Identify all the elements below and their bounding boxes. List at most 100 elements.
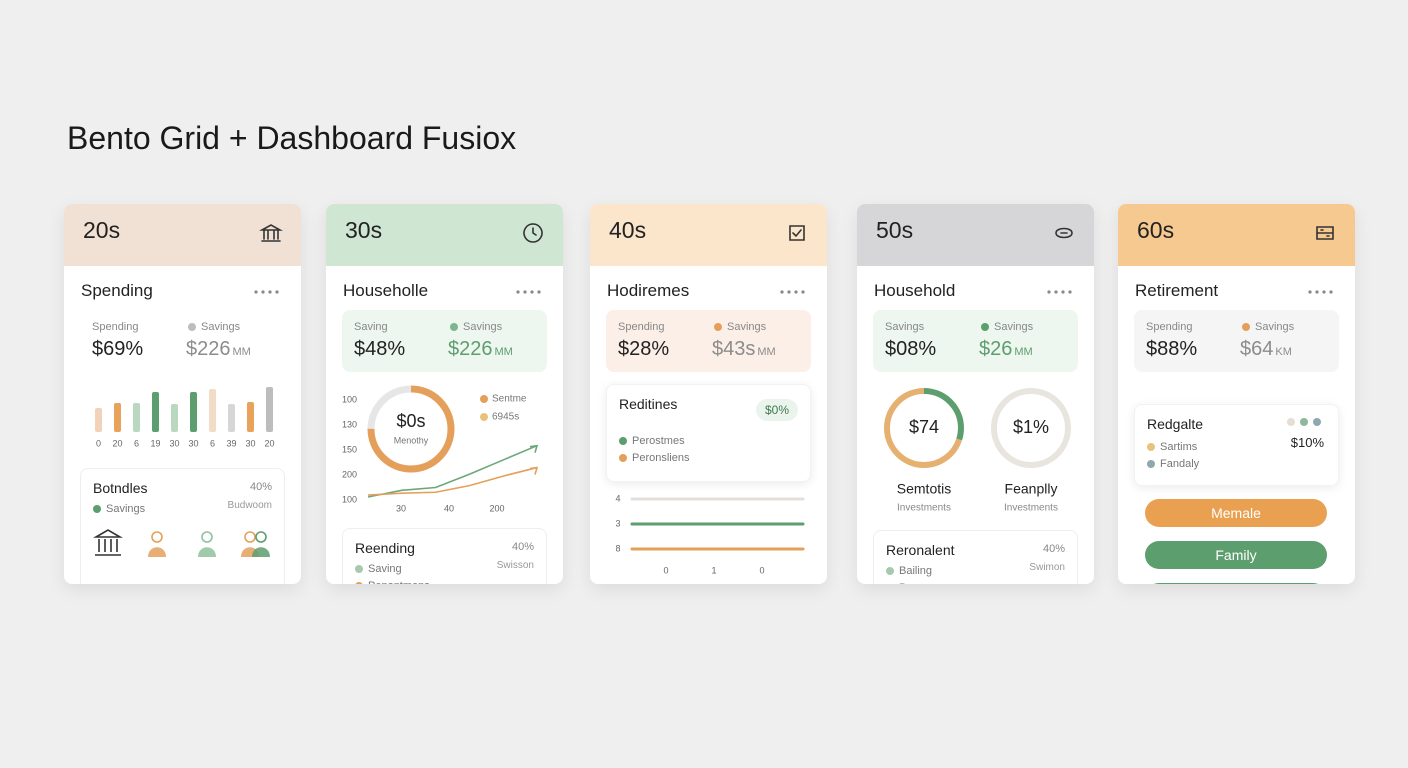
- panel: Reronalent 40% Swimon Bailing Pornormons: [873, 530, 1078, 584]
- legend-label: 6945s: [492, 412, 519, 423]
- panel-percent: 40%: [1042, 543, 1065, 555]
- stat-dot: [1242, 323, 1250, 331]
- axis-label: 150: [342, 444, 357, 454]
- more-menu[interactable]: [1046, 289, 1074, 295]
- panel-note: Budwoom: [227, 500, 272, 511]
- panel-note: Swisson: [496, 560, 534, 571]
- legend-item: Savings: [93, 503, 145, 515]
- age-label: 40s: [609, 217, 647, 243]
- panel-percent: 40%: [249, 481, 272, 493]
- panel-title: Reditines: [619, 396, 678, 412]
- donut-value: $74: [909, 417, 939, 437]
- panel-dot: [1287, 418, 1295, 426]
- age-label: 20s: [83, 217, 121, 243]
- x-label: 0: [759, 565, 764, 575]
- action-button[interactable]: Family: [1145, 541, 1327, 569]
- legend-item: Fandaly: [1147, 458, 1199, 470]
- panel-title: Redgalte: [1147, 416, 1204, 432]
- bar-label: 6: [210, 438, 215, 448]
- stat-value: $26: [979, 338, 1013, 360]
- stat-box: Savings $08% Savings $26 MM: [873, 310, 1078, 372]
- legend-dot: [93, 505, 101, 513]
- menu-dot: [523, 290, 527, 294]
- icon-shape: [259, 224, 283, 242]
- menu-dot: [268, 290, 272, 294]
- axis-label: 100: [342, 494, 357, 504]
- legend-item: Bailing: [886, 565, 932, 577]
- stat-value: $226: [448, 338, 493, 360]
- bar-label: 19: [150, 438, 160, 448]
- panel-percent: 40%: [511, 541, 534, 553]
- legend-dot: [480, 413, 488, 421]
- legend-dot: [355, 582, 363, 584]
- legend-label: Sentme: [492, 394, 527, 405]
- donut-label: Menothy: [394, 435, 429, 445]
- legend-dot: [480, 395, 488, 403]
- icon-shape: [1055, 227, 1073, 239]
- menu-dot: [1315, 290, 1319, 294]
- age-label: 30s: [345, 217, 383, 243]
- header-icon: [259, 224, 283, 242]
- menu-dot: [1068, 290, 1072, 294]
- bar-label: 30: [169, 438, 179, 448]
- legend-label: Saving: [368, 563, 402, 575]
- section-title: Retirement: [1135, 281, 1219, 300]
- section-title: Householle: [343, 281, 429, 300]
- stat-label: Spending: [92, 321, 139, 333]
- stat-value-wrap: $226 MM: [448, 338, 513, 361]
- more-menu[interactable]: [779, 289, 807, 295]
- legend-item: Sartims: [1147, 441, 1197, 453]
- icon-shape: [151, 531, 163, 543]
- more-menu[interactable]: [1307, 289, 1335, 295]
- page-title: Bento Grid + Dashboard Fusiox: [67, 120, 517, 156]
- legend-label: Fandaly: [1160, 458, 1200, 470]
- card-graphics: 4 3 8 0 1 0: [615, 493, 805, 575]
- age-label: 50s: [876, 217, 914, 243]
- bar: [190, 392, 197, 432]
- axis-label: 130: [342, 419, 357, 429]
- stat-label: Savings: [727, 321, 767, 333]
- x-label: 0: [663, 565, 668, 575]
- stat-value: $69%: [92, 338, 144, 360]
- panel-value: $10%: [1290, 435, 1324, 450]
- x-label: 30: [396, 503, 406, 513]
- stat-dot: [188, 323, 196, 331]
- menu-dot: [1329, 290, 1333, 294]
- menu-dot: [801, 290, 805, 294]
- bar: [228, 404, 235, 432]
- legend-dot: [1147, 460, 1155, 468]
- stat-label: Spending: [1146, 321, 1193, 333]
- stat-unit: MM: [757, 346, 776, 358]
- stat-value: $64: [1240, 338, 1274, 360]
- donut-segment: [367, 385, 455, 473]
- stat-box: Spending $28% Savings $43s MM: [606, 310, 811, 372]
- menu-dot: [530, 290, 534, 294]
- donut-value: $0s: [396, 411, 425, 431]
- action-button[interactable]: [1145, 583, 1327, 584]
- legend-dot: [619, 454, 627, 462]
- panel: Botndles 40% Budwoom Savings: [80, 468, 285, 584]
- line-arrow: [529, 466, 539, 475]
- icon-shape: [255, 531, 267, 543]
- more-menu[interactable]: [253, 289, 281, 295]
- stat-label: Saving: [354, 321, 388, 333]
- header-icon: [1316, 226, 1334, 240]
- action-button[interactable]: Memale: [1145, 499, 1327, 527]
- stat-label: Spending: [618, 321, 665, 333]
- legend-label: Pornormons: [899, 582, 959, 584]
- x-label: 1: [711, 565, 716, 575]
- icon-shape: [789, 225, 805, 241]
- header-icon: [1055, 227, 1073, 239]
- stat-unit: MM: [494, 346, 513, 358]
- legend-dot: [886, 567, 894, 575]
- menu-dot: [1047, 290, 1051, 294]
- more-menu[interactable]: [515, 289, 543, 295]
- x-label: 200: [489, 503, 504, 513]
- bar: [133, 403, 140, 432]
- row-label: 8: [615, 543, 620, 553]
- header-icon: [789, 225, 805, 241]
- menu-dot: [261, 290, 265, 294]
- stat-unit: MM: [1014, 346, 1033, 358]
- row-label: 4: [615, 493, 620, 503]
- row-label: 3: [615, 518, 620, 528]
